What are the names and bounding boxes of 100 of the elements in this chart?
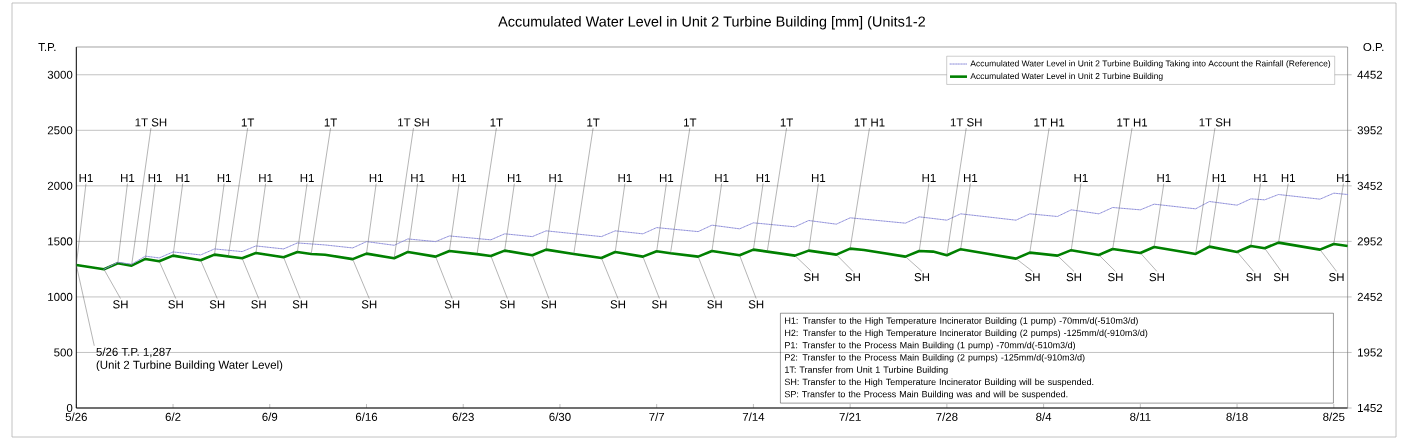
legend-label: Accumulated Water Level in Unit 2 Turbine Building Taking into Account the Rainfall (Reference) [970,60,1331,69]
annotation: P1: Transfer to the Process Main Building (1 pump) -70mm/d(-510m3/d) [785,341,1076,351]
annotation: SH [1108,273,1123,282]
annotation: H1 [1281,174,1295,182]
x-tick-label: 8/18 [1226,412,1248,421]
x-tick-label: 7/21 [839,412,861,421]
annotation: SH [1246,273,1261,282]
annotation: SH [444,300,460,309]
annotation: SH [1329,273,1344,282]
annotation: SH [500,300,515,309]
annotation: 1T: Transfer from Unit 1 Turbine Building [785,366,948,375]
y2-axis-title: O.P. [1363,42,1384,52]
chart-title: Accumulated Water Level in Unit 2 Turbine Building [mm] (Units1-2 [498,16,925,30]
annotation: H1 [217,174,231,182]
annotation: 1T H1 [1034,118,1065,127]
annotation: H1: Transfer to the High Temperature Incinerator Building (1 pump) -70mm/d(-510m3/d) [785,317,1138,326]
annotation: H2: Transfer to the High Temperature Incinerator Building (2 pumps) -125mm/d(-910m3/d) [785,329,1148,338]
annotation: SH [1066,273,1082,282]
annotation: (Unit 2 Turbine Building Water Level) [96,360,283,372]
annotation: 1T SH [1199,118,1231,127]
annotation: H1 [121,174,135,182]
annotation: H1 [300,174,314,182]
annotation: SH [251,300,266,309]
y2-tick-label: 2952 [1357,237,1383,246]
annotation: H1 [1074,174,1088,182]
annotation: H1 [507,174,522,182]
annotation: 5/26 T.P. 1,287 [96,347,171,358]
annotation: 1T [490,118,503,127]
y-tick-label: 1500 [48,237,73,246]
annotation: H1 [715,174,729,182]
annotation: H1 [1254,174,1268,182]
annotation: 1T [587,118,600,127]
y-tick-label: 1000 [48,292,73,301]
line-series [103,192,1349,270]
x-tick-label: 7/28 [936,412,958,421]
annotation: H1 [963,174,978,182]
annotation: SH [541,300,556,309]
annotation: SH [845,273,860,282]
y-tick-label: 2000 [47,181,73,190]
y2-tick-label: 1452 [1358,403,1383,413]
annotation: SH [652,300,667,309]
annotation: H1 [1157,174,1171,182]
annotation: SH [1025,273,1040,282]
annotation: SH: Transfer to the High Temperature Incinerator Building will be suspended. [784,378,1094,387]
annotation: SH [610,300,626,309]
annotation: 1T SH [950,118,982,127]
line-series [75,241,1349,271]
x-tick-label: 8/25 [1323,412,1345,421]
annotation: SH [804,273,819,282]
annotation: 1T H1 [854,118,885,127]
x-tick-label: 6/9 [262,412,278,421]
annotation: 1T SH [135,118,167,127]
x-tick-label: 6/16 [355,412,378,421]
annotation: H1 [618,174,632,182]
annotation: 1T H1 [1117,118,1148,127]
annotation: SH [209,300,225,309]
annotation: SH [168,300,183,309]
annotation: 1T [324,118,337,127]
y-axis-title: T.P. [38,43,56,51]
annotation: 1T [684,118,697,127]
annotation: SH [748,300,764,309]
legend-label: Accumulated Water Level in Unit 2 Turbine Building [970,72,1163,81]
annotation: H1 [411,174,425,182]
x-tick-label: 7/7 [649,412,665,421]
annotation: SH [1149,273,1164,282]
annotation: SH [914,273,930,282]
annotation: 1T [241,118,255,127]
annotation: 1T SH [398,118,429,127]
annotation: SH [1273,273,1289,282]
x-tick-label: 6/23 [452,412,474,421]
annotation: H1 [549,174,563,182]
y2-tick-label: 4452 [1357,70,1383,79]
y-tick-label: 3000 [47,70,73,79]
x-tick-label: 8/11 [1130,412,1151,421]
y2-tick-label: 2452 [1357,292,1383,301]
annotation: H1 [259,174,273,182]
x-tick-label: 6/2 [165,412,181,421]
y-tick-label: 500 [54,348,73,357]
annotation: SH [292,300,308,309]
x-tick-label: 8/4 [1036,412,1052,421]
annotation: H1 [1337,174,1351,182]
annotation: SH [361,300,377,309]
annotation: H1 [1212,174,1226,182]
x-tick-label: 6/30 [549,412,571,421]
x-tick-label: 5/26 [65,412,87,421]
annotation: H1 [922,174,936,182]
y2-tick-label: 1952 [1358,348,1383,357]
annotation: H1 [811,174,826,182]
annotation: SH [707,300,722,309]
annotation: H1 [176,174,190,182]
y-tick-label: 0 [66,403,73,413]
annotation: SH [113,300,128,309]
y2-tick-label: 3452 [1357,181,1383,190]
annotation: H1 [369,174,383,182]
annotation: H1 [148,174,162,182]
annotation: SP: Transfer to the Process Main Building was and will be suspended. [784,390,1068,400]
y-tick-label: 2500 [47,126,73,135]
annotation: H1 [659,174,674,182]
x-tick-label: 7/14 [742,412,765,421]
annotation: H1 [452,174,466,182]
